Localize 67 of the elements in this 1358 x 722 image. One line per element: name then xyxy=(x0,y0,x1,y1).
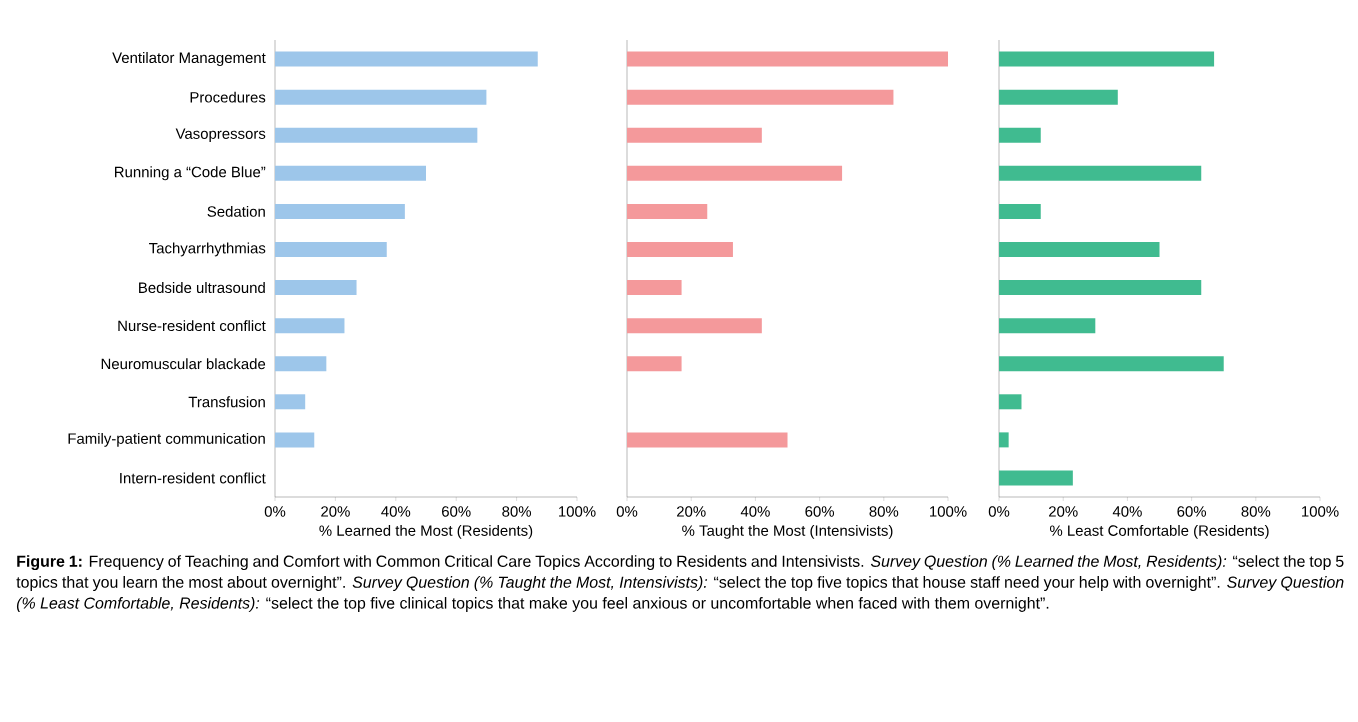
bar xyxy=(275,165,426,181)
bar xyxy=(999,241,1160,257)
y-tick-label: Neuromuscular blackade xyxy=(101,358,266,370)
bar xyxy=(999,356,1224,372)
x-tick-label: 100% xyxy=(1302,506,1339,517)
x-axis-title: % Learned the Most (Residents) xyxy=(319,524,533,539)
x-axis-title: % Least Comfortable (Residents) xyxy=(1049,524,1269,539)
x-tick-label: 80% xyxy=(869,506,899,517)
x-tick-label: 60% xyxy=(1177,506,1207,517)
x-tick-label: 60% xyxy=(805,506,835,517)
text: Figure 1: Frequency of Teaching and Comfort with Common Critical Care Topics According to Residents and Intensivists. Survey Question (% Learned the Most, Residents): “select the top 5 topics that you learn the most about overnight”. Survey Question (% Taught the Most, Intensivists): “select the top five topics that house staff need your help with overnight”. Survey Question (% Least Comfortable, Residents): “select the top five clinical topics that make you feel anxious or uncomfortable when faced with them overnight”. xyxy=(16,555,1344,612)
x-tick-label: 20% xyxy=(1049,506,1078,517)
y-tick-label: Sedation xyxy=(207,205,265,217)
bar xyxy=(627,318,762,334)
bar xyxy=(627,165,843,181)
bar xyxy=(275,203,405,219)
x-tick-label: 80% xyxy=(502,506,532,517)
x-axis-title: % Taught the Most (Intensivists) xyxy=(682,524,893,539)
bar xyxy=(275,127,478,143)
bar xyxy=(999,127,1041,143)
bar xyxy=(275,318,345,334)
bar xyxy=(999,89,1118,105)
bar xyxy=(275,432,315,448)
y-tick-label: Procedures xyxy=(190,91,266,103)
bar xyxy=(627,432,788,448)
y-tick-label: Family-patient communication xyxy=(68,432,265,447)
bar xyxy=(275,280,357,296)
x-tick-label: 100% xyxy=(930,506,967,517)
bar xyxy=(275,356,327,372)
bar xyxy=(275,89,487,105)
bar xyxy=(627,203,708,219)
bar xyxy=(627,51,949,67)
bar xyxy=(627,127,762,143)
bar xyxy=(999,165,1202,181)
bar xyxy=(999,203,1041,219)
x-tick-label: 20% xyxy=(321,506,350,517)
bar xyxy=(275,241,387,257)
x-tick-label: 80% xyxy=(1241,506,1271,517)
bar xyxy=(999,280,1202,296)
x-tick-label: 40% xyxy=(381,506,411,517)
y-tick-label: Running a “Code Blue” xyxy=(115,166,266,181)
x-tick-label: 0% xyxy=(264,506,286,517)
x-tick-label: 100% xyxy=(559,506,596,517)
bar xyxy=(999,51,1215,67)
bar xyxy=(275,51,538,67)
y-tick-label: Tachyarrhythmias xyxy=(149,242,266,257)
bar xyxy=(999,394,1022,410)
bar xyxy=(999,318,1096,334)
x-tick-label: 40% xyxy=(740,506,770,517)
bar xyxy=(275,394,306,410)
bar xyxy=(627,241,733,257)
bar xyxy=(627,356,682,372)
y-tick-label: Bedside ultrasound xyxy=(139,282,265,294)
y-tick-label: Nurse-resident conflict xyxy=(118,320,266,332)
x-tick-label: 40% xyxy=(1112,506,1142,517)
y-tick-label: Intern-resident conflict xyxy=(120,472,266,484)
bar xyxy=(627,89,894,105)
x-tick-label: 0% xyxy=(616,506,638,517)
y-tick-label: Transfusion xyxy=(188,396,265,408)
x-tick-label: 0% xyxy=(988,506,1010,517)
y-tick-label: Vasopressors xyxy=(175,128,266,142)
bar xyxy=(627,280,682,296)
x-tick-label: 60% xyxy=(442,506,471,517)
y-tick-label: Ventilator Management xyxy=(112,52,266,66)
bar xyxy=(999,470,1073,486)
bar xyxy=(999,432,1009,448)
x-tick-label: 20% xyxy=(677,506,706,517)
